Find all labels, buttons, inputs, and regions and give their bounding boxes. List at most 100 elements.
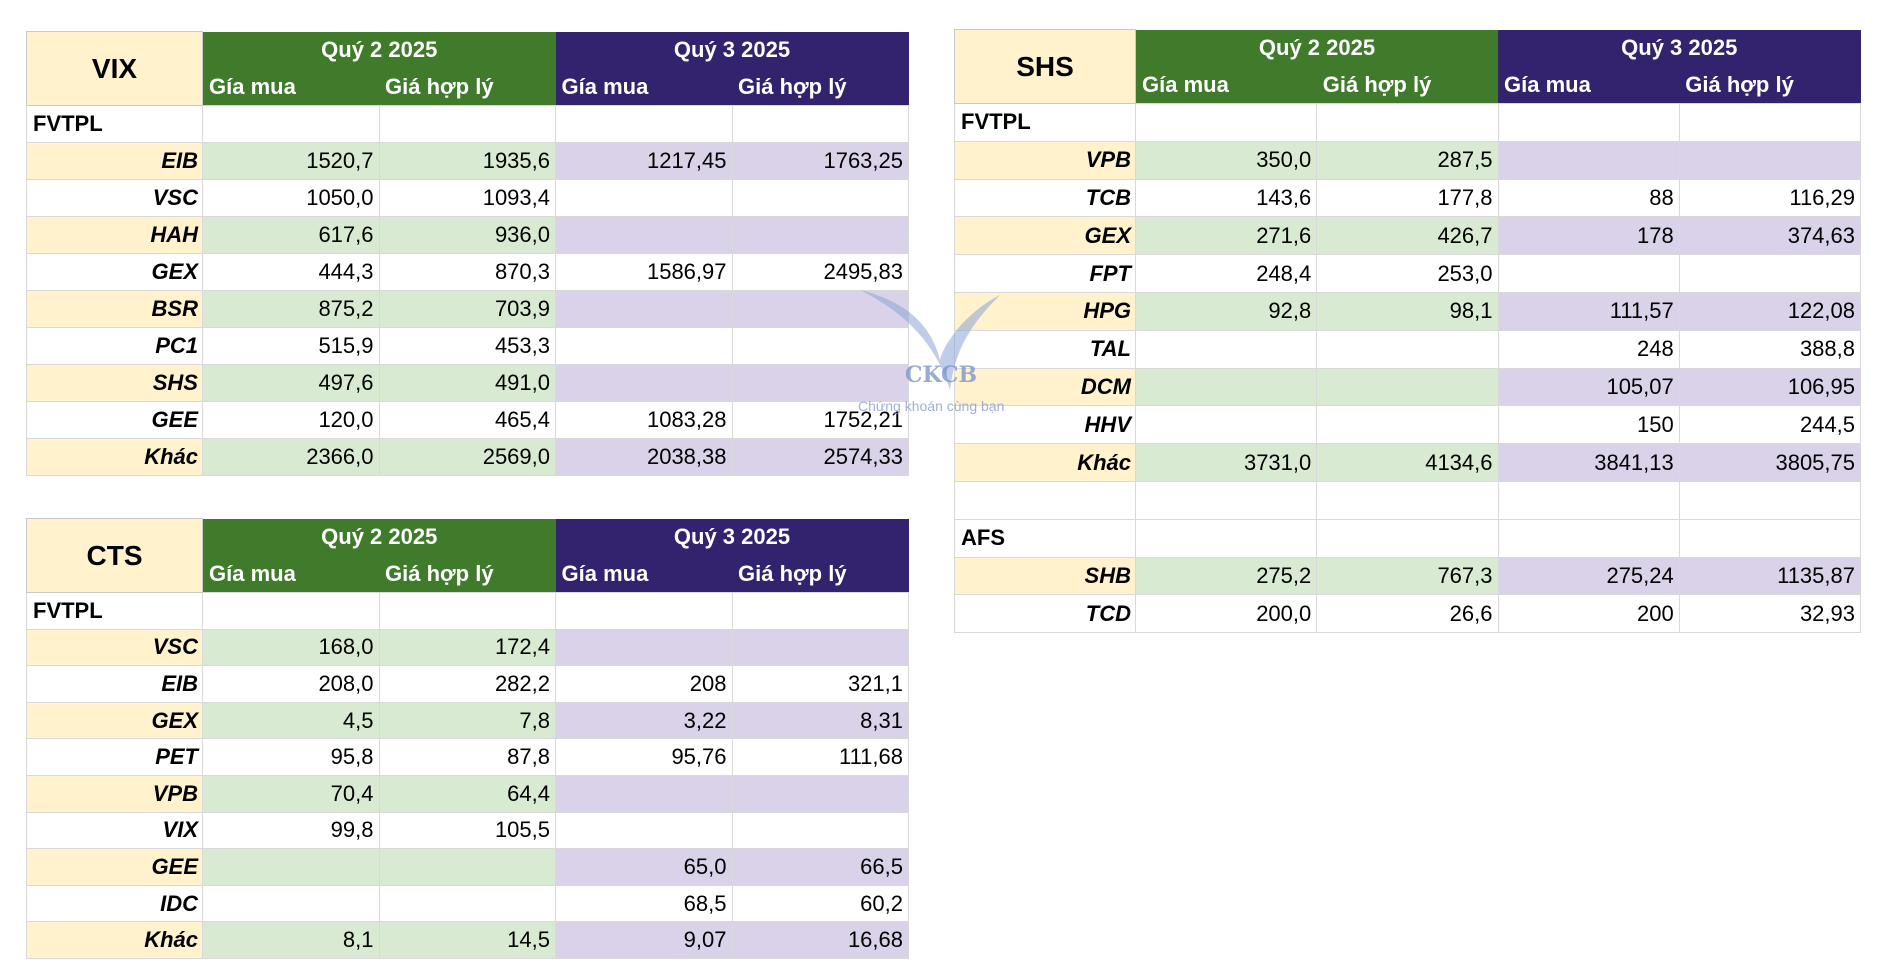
q3-fair-cell: 2574,33 — [731, 438, 909, 476]
ticker-cell: VSC — [26, 179, 203, 217]
table-row: HPG 92,8 98,1 111,57 122,08 — [954, 291, 1862, 331]
section-empty-cell — [1134, 103, 1318, 142]
q2-buy-cell — [1134, 367, 1318, 407]
table-row: GEX 444,3 870,3 1586,97 2495,83 — [26, 253, 909, 291]
section-empty-cell — [1497, 103, 1680, 142]
ticker-cell: SHS — [26, 364, 203, 402]
q3-buy-cell — [1497, 254, 1680, 293]
q3-buy-cell — [555, 628, 733, 667]
blank-cell — [1134, 480, 1318, 520]
section-label: FVTPL — [26, 105, 203, 143]
q2-buy-cell — [202, 884, 380, 923]
ticker-cell: TCB — [954, 178, 1136, 218]
q3-buy-cell: 1217,45 — [555, 142, 733, 180]
q2-fair-cell: 1935,6 — [378, 142, 556, 180]
section-label: FVTPL — [26, 592, 203, 630]
table-row: VIX 99,8 105,5 — [26, 811, 909, 850]
q3-buy-cell: 111,57 — [1497, 291, 1680, 331]
table-row: Khác 3731,0 4134,6 3841,13 3805,75 — [954, 443, 1862, 482]
q3-fair-cell: 2495,83 — [731, 253, 909, 291]
header-row-quarters: SHS Quý 2 2025 Quý 3 2025 — [954, 29, 1861, 104]
q2-buy-cell: 120,0 — [202, 401, 380, 439]
ticker-cell: VPB — [954, 140, 1136, 180]
section-row: FVTPL — [954, 103, 1862, 142]
ticker-cell: GEX — [954, 216, 1136, 256]
q3-fair-cell: 1752,21 — [731, 401, 909, 439]
q2-buy-cell — [202, 848, 380, 886]
section-label: FVTPL — [954, 103, 1136, 142]
section-row: FVTPL — [26, 592, 909, 630]
q3-buy-cell: 95,76 — [555, 738, 733, 776]
ticker-cell: EIB — [26, 142, 203, 180]
section-label: AFS — [954, 518, 1136, 558]
blank-cell — [1678, 480, 1862, 520]
q2-buy-cell: 875,2 — [202, 290, 380, 328]
q2-buy-cell: 275,2 — [1134, 556, 1318, 596]
section-empty-cell — [731, 592, 909, 630]
q2-fair-cell: 426,7 — [1316, 216, 1499, 256]
q2-buy-cell: 515,9 — [202, 327, 380, 365]
vix-table: VIX Quý 2 2025 Quý 3 2025 Gía mua Giá hợp lý… — [26, 31, 909, 476]
table-row: VSC 1050,0 1093,4 — [26, 179, 909, 217]
table-row: GEX 271,6 426,7 178 374,63 — [954, 216, 1862, 256]
table-row: TCB 143,6 177,8 88 116,29 — [954, 178, 1862, 218]
section-empty-cell — [1316, 103, 1499, 142]
q2-fair-cell: 453,3 — [378, 327, 556, 365]
table-row: GEE 120,0 465,4 1083,28 1752,21 — [26, 401, 909, 439]
section-empty-cell — [555, 105, 733, 143]
ticker-cell: FPT — [954, 254, 1136, 293]
section-row: AFS — [954, 518, 1862, 558]
table-row: SHB 275,2 767,3 275,24 1135,87 — [954, 556, 1862, 596]
section-empty-cell — [1678, 518, 1862, 558]
q2-buy-cell: 1520,7 — [202, 142, 380, 180]
header-row-quarters: VIX Quý 2 2025 Quý 3 2025 — [26, 31, 909, 106]
q2-buy-cell: 350,0 — [1134, 140, 1318, 180]
q2-fair-cell: 287,5 — [1316, 140, 1499, 180]
q2-fair-cell: 465,4 — [378, 401, 556, 439]
q3-buy-cell: 208 — [555, 665, 733, 703]
quarter-3-header: Quý 3 2025 — [555, 518, 909, 556]
table-row: SHS 497,6 491,0 — [26, 364, 909, 402]
table-row: PET 95,8 87,8 95,76 111,68 — [26, 738, 909, 776]
table-row: VPB 70,4 64,4 — [26, 774, 909, 813]
q3-fair-cell: 116,29 — [1678, 178, 1862, 218]
q3-buy-cell: 150 — [1497, 405, 1680, 445]
q3-buy-cell: 200 — [1497, 594, 1680, 634]
header-row-quarters: CTS Quý 2 2025 Quý 3 2025 — [26, 518, 909, 593]
table-row: TAL 248 388,8 — [954, 329, 1862, 369]
quarter-2-header: Quý 2 2025 — [1135, 29, 1498, 67]
q3-fair-cell: 66,5 — [731, 848, 909, 886]
q2-buy-cell: 4,5 — [202, 701, 380, 740]
ticker-cell: Khác — [26, 438, 203, 476]
table-row: Khác 8,1 14,5 9,07 16,68 — [26, 921, 909, 959]
section-empty-cell — [378, 105, 556, 143]
q2-fair-cell: 870,3 — [378, 253, 556, 291]
q2-fair-cell: 7,8 — [378, 701, 556, 740]
q2-fair-cell: 1093,4 — [378, 179, 556, 217]
q2-fair-cell: 4134,6 — [1316, 443, 1499, 482]
q3-buy-cell: 3841,13 — [1497, 443, 1680, 482]
section-empty-cell — [1678, 103, 1862, 142]
ticker-cell: SHB — [954, 556, 1136, 596]
q2-buy-cell: 2366,0 — [202, 438, 380, 476]
q3-buy-cell: 275,24 — [1497, 556, 1680, 596]
q3-buy-header: Gía mua — [1498, 66, 1680, 104]
blank-row — [954, 480, 1862, 520]
q3-fair-cell: 1135,87 — [1678, 556, 1862, 596]
q3-fair-cell: 106,95 — [1678, 367, 1862, 407]
table-row: FPT 248,4 253,0 — [954, 254, 1862, 293]
q3-fair-header: Giá hợp lý — [732, 68, 909, 106]
q3-buy-cell — [555, 364, 733, 402]
table-title: CTS — [26, 518, 203, 593]
q2-fair-cell: 105,5 — [378, 811, 556, 850]
table-row: GEX 4,5 7,8 3,22 8,31 — [26, 701, 909, 740]
q2-fair-cell: 253,0 — [1316, 254, 1499, 293]
q2-fair-cell: 14,5 — [378, 921, 556, 959]
q3-buy-cell: 65,0 — [555, 848, 733, 886]
q3-fair-cell — [1678, 140, 1862, 180]
table-row: HAH 617,6 936,0 — [26, 216, 909, 254]
q3-fair-header: Giá hợp lý — [732, 555, 909, 593]
q3-fair-cell: 244,5 — [1678, 405, 1862, 445]
blank-cell — [1316, 480, 1499, 520]
q2-fair-cell — [1316, 405, 1499, 445]
